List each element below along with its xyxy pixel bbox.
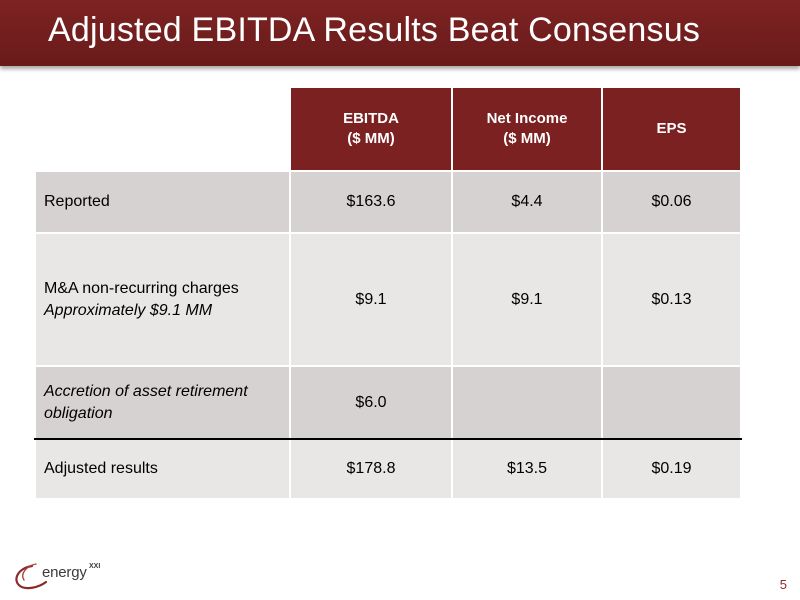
header-blank-cell — [34, 86, 291, 172]
cell-ebitda: $6.0 — [289, 365, 453, 440]
header-eps-line1: EPS — [656, 120, 687, 137]
row-label: Accretion of asset retirement obligation — [34, 365, 291, 440]
swoosh-icon — [15, 563, 48, 590]
table-row-adjusted: Adjusted results $178.8 $13.5 $0.19 — [34, 438, 742, 500]
page-number: 5 — [779, 577, 787, 592]
cell-ebitda: $163.6 — [289, 170, 453, 234]
header-net-income-line2: ($ MM) — [503, 130, 551, 147]
header-row: EBITDA ($ MM) Net Income ($ MM) EPS — [34, 86, 742, 172]
table-row-ma-charges: M&A non-recurring charges Approximately … — [34, 232, 742, 367]
row-sublabel: Approximately $9.1 MM — [44, 301, 213, 319]
cell-ebitda: $178.8 — [289, 438, 453, 500]
row-label: M&A non-recurring charges — [44, 279, 239, 297]
cell-eps: $0.06 — [601, 170, 742, 234]
row-label-cell: M&A non-recurring charges Approximately … — [34, 232, 291, 367]
table-row-accretion: Accretion of asset retirement obligation… — [34, 365, 742, 440]
cell-eps — [601, 365, 742, 440]
title-bar: Adjusted EBITDA Results Beat Consensus — [0, 0, 800, 66]
header-eps: EPS — [601, 86, 742, 172]
company-logo: energy XXI — [12, 562, 122, 592]
slide-title: Adjusted EBITDA Results Beat Consensus — [48, 11, 701, 49]
logo-text: energy — [42, 564, 87, 581]
header-ebitda: EBITDA ($ MM) — [289, 86, 453, 172]
logo-superscript: XXI — [89, 563, 101, 570]
table-row-reported: Reported $163.6 $4.4 $0.06 — [34, 170, 742, 234]
results-table: EBITDA ($ MM) Net Income ($ MM) EPS Repo… — [34, 86, 742, 500]
cell-eps: $0.13 — [601, 232, 742, 367]
row-label: Reported — [34, 170, 291, 234]
header-net-income: Net Income ($ MM) — [451, 86, 603, 172]
header-ebitda-line1: EBITDA — [343, 110, 399, 127]
header-ebitda-line2: ($ MM) — [347, 130, 395, 147]
cell-net-income: $4.4 — [451, 170, 603, 234]
cell-net-income: $13.5 — [451, 438, 603, 500]
row-label: Adjusted results — [34, 438, 291, 500]
cell-net-income: $9.1 — [451, 232, 603, 367]
cell-ebitda: $9.1 — [289, 232, 453, 367]
header-net-income-line1: Net Income — [486, 110, 568, 127]
cell-net-income — [451, 365, 603, 440]
cell-eps: $0.19 — [601, 438, 742, 500]
